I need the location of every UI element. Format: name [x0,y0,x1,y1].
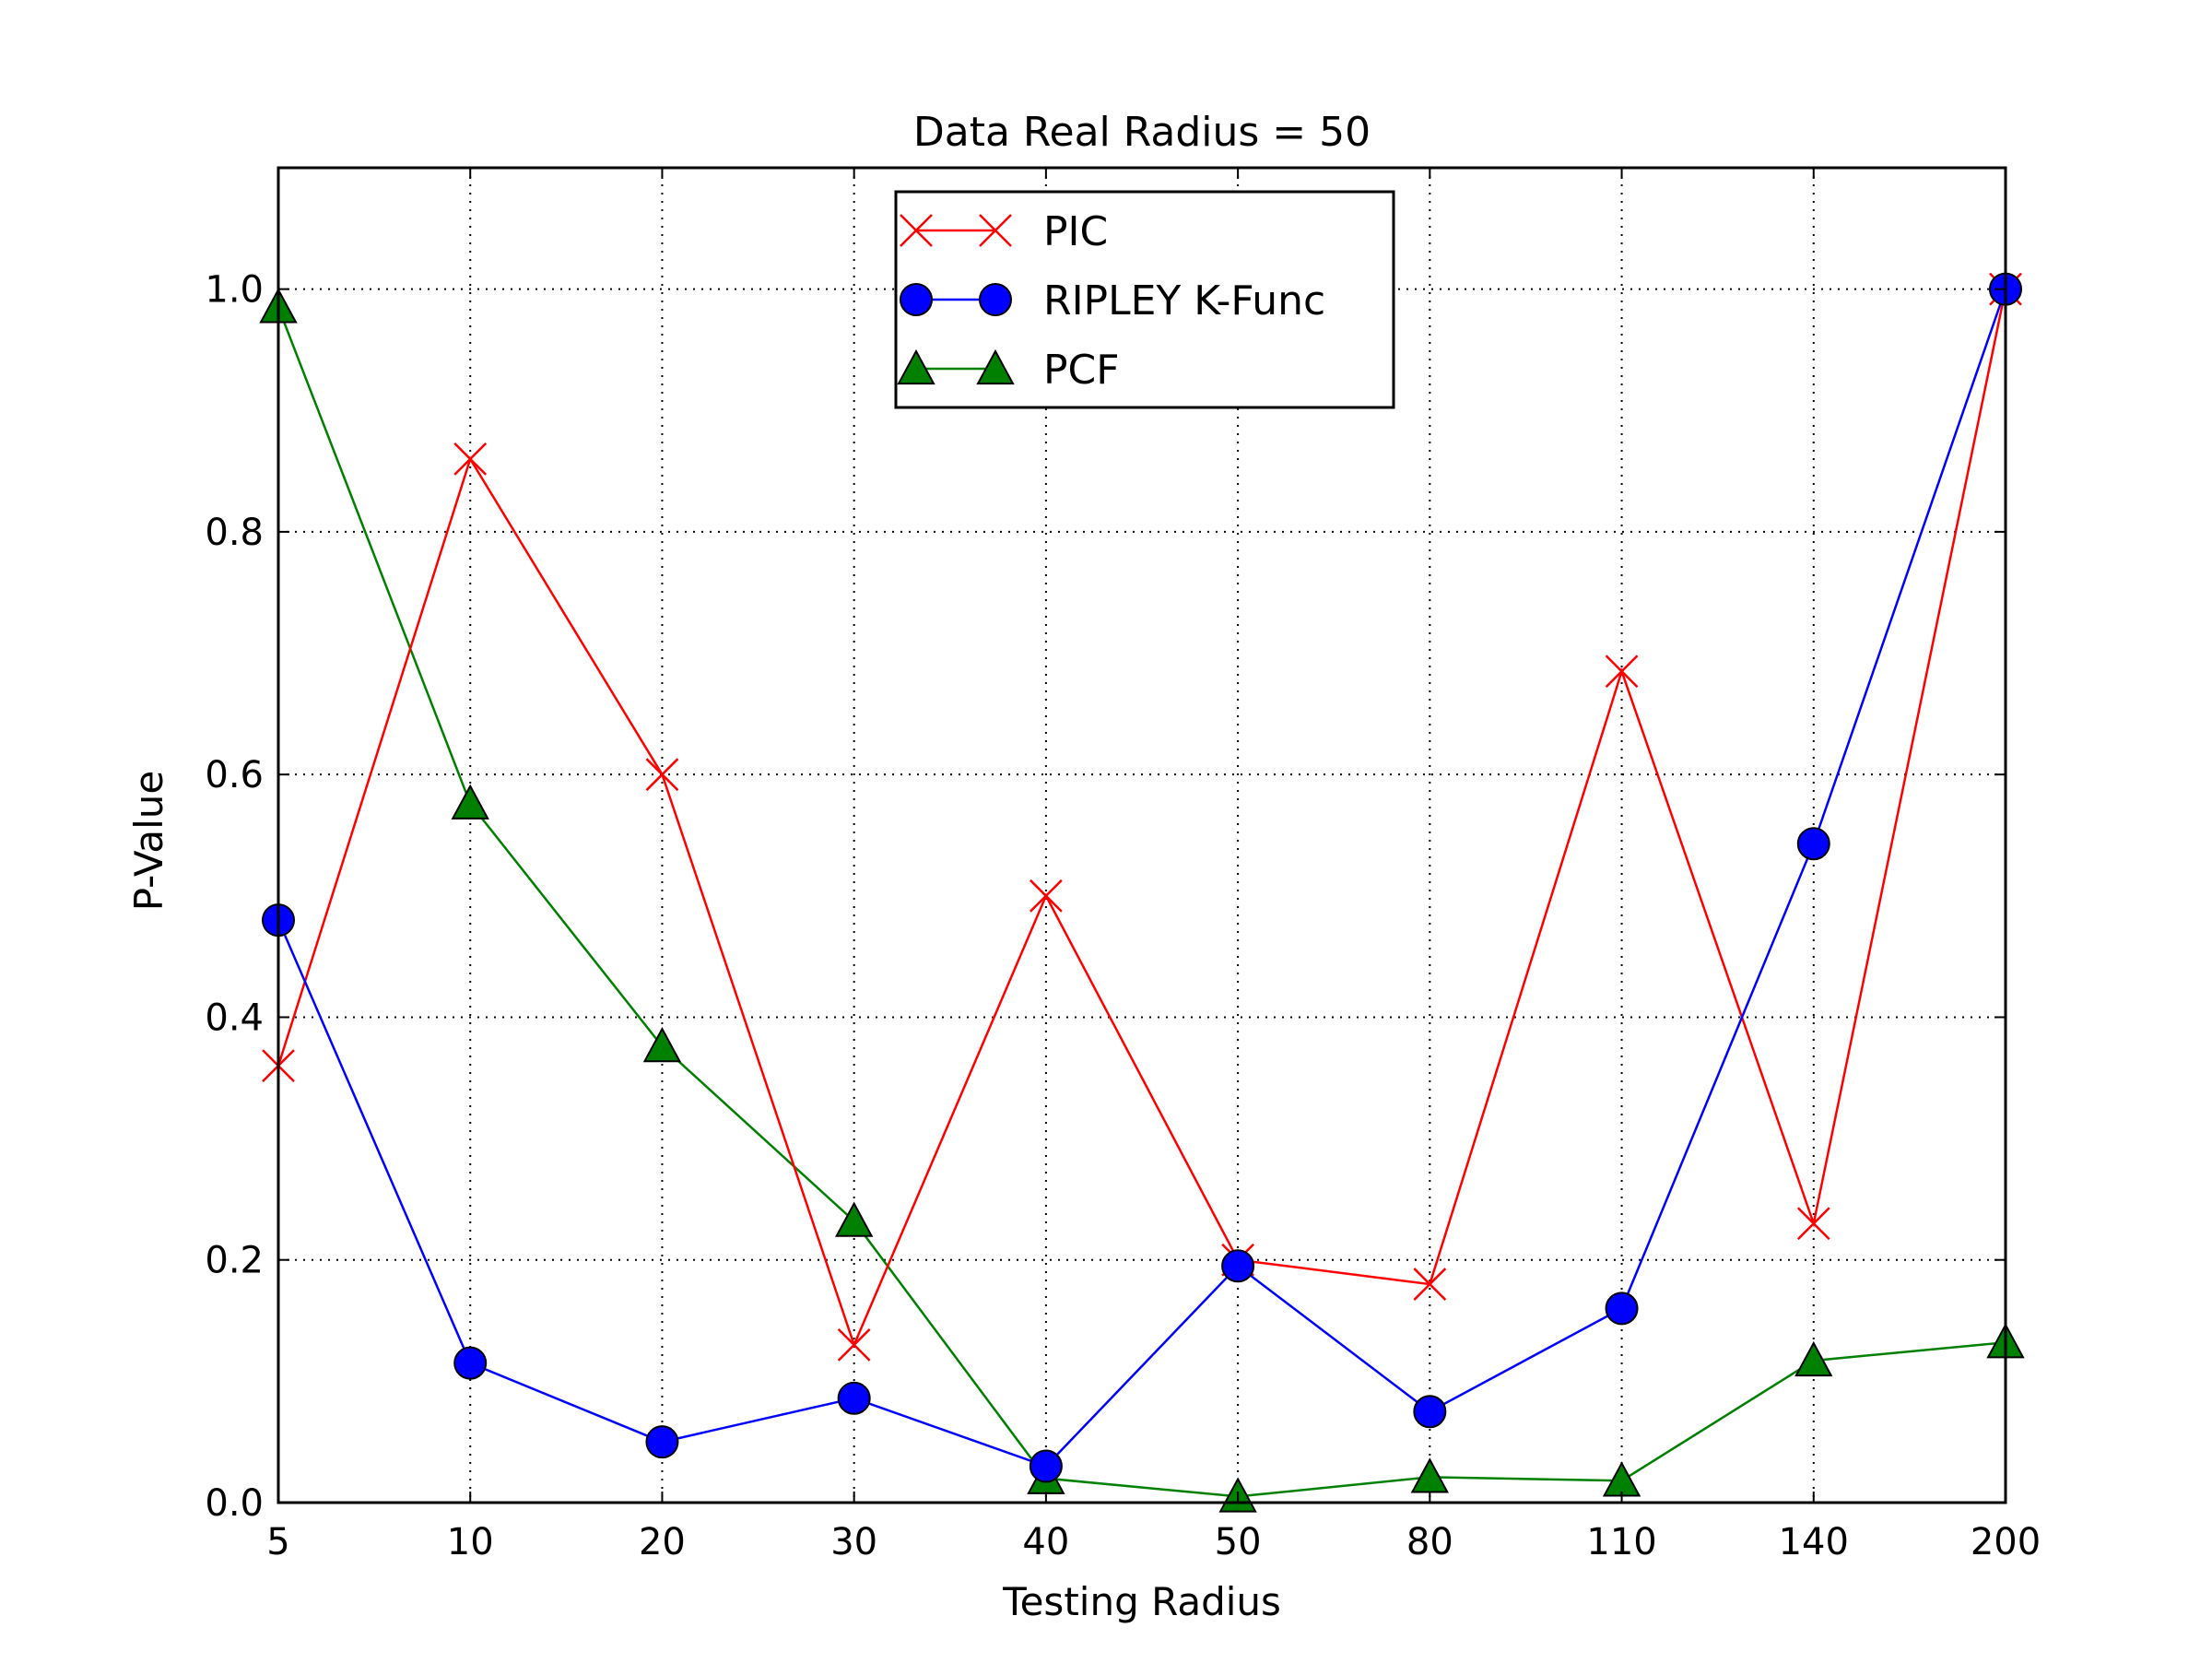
data-point [1794,1340,1833,1377]
x-tick-label: 40 [1022,1521,1069,1563]
legend-item: PIC [900,208,1108,255]
x-tick-label: 80 [1406,1521,1453,1563]
legend-marker [979,283,1012,316]
x-tick-label: 5 [266,1521,289,1563]
legend-label: PIC [1043,208,1108,255]
y-tick-label: 0.2 [205,1240,264,1282]
series-ripley-k-func [262,272,2022,1483]
legend-item: PCF [897,347,1120,394]
legend: PIC RIPLEY K-Func PCF [894,190,1395,409]
x-tick-label: 140 [1779,1521,1849,1563]
legend-box [894,190,1395,409]
legend-marker [900,283,933,316]
data-point [645,758,679,792]
data-point [1605,655,1639,689]
data-point [642,1026,682,1063]
data-point [453,1346,488,1380]
y-tick-label: 0.4 [205,997,264,1039]
legend-label: PCF [1043,347,1120,394]
x-tick-label: 20 [639,1521,686,1563]
series-line [276,306,2006,1498]
data-point [1413,1395,1447,1429]
y-tick-label: 1.0 [205,269,264,312]
data-point [645,1425,679,1459]
plot-frame [276,166,2007,1504]
x-tick-label: 110 [1586,1521,1656,1563]
x-tick-label: 10 [447,1521,494,1563]
y-axis-label: P-Value [126,771,171,911]
series-pcf [259,288,2025,1513]
data-point [451,784,489,820]
series-layer [259,272,2025,1513]
data-point [1221,1249,1255,1283]
chart-title: Data Real Radius = 50 [913,109,1371,156]
x-tick-label: 50 [1215,1521,1262,1563]
data-point [837,1327,871,1362]
legend-marker [900,214,933,247]
data-point [1410,1457,1450,1493]
data-point [837,1381,871,1415]
legend-marker [897,348,935,385]
series-line [276,289,2007,1468]
y-tick-label: 0.6 [205,754,264,796]
data-point [1030,879,1063,913]
x-tick-label: 200 [1971,1521,2041,1563]
legend-item: RIPLEY K-Func [900,277,1325,324]
x-axis-label: Testing Radius [1002,1579,1281,1624]
data-point [1605,1291,1639,1326]
series-pic [262,272,2022,1362]
y-tick-label: 0.8 [205,512,264,554]
data-point [1796,1207,1830,1241]
series-line [276,289,2007,1349]
data-point [453,442,488,476]
ticks-layer: 5 10 20 30 40 50 80 110 140 200 0.0 0.2 0.4 0.6 0.8 1.0 [205,168,2041,1563]
legend-marker [979,214,1012,247]
data-point [1029,1449,1063,1483]
data-point [1413,1268,1447,1301]
y-tick-label: 0.0 [205,1482,264,1525]
x-tick-label: 30 [830,1521,877,1563]
data-point [834,1201,874,1237]
data-point [1796,827,1830,861]
legend-label: RIPLEY K-Func [1043,277,1325,324]
legend-marker [976,348,1015,385]
